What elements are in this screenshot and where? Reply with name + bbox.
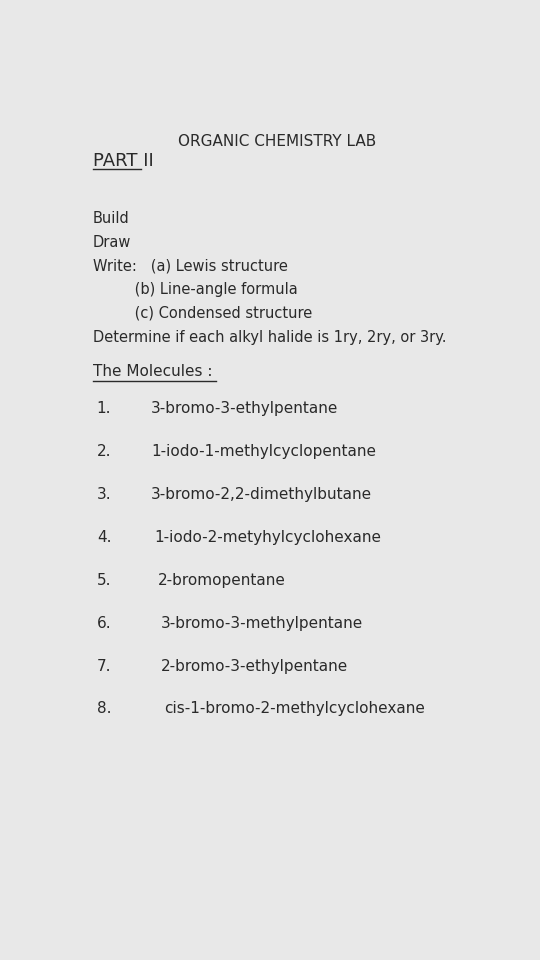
- Text: 5.: 5.: [97, 573, 111, 588]
- Text: 7.: 7.: [97, 659, 111, 674]
- Text: 6.: 6.: [97, 615, 111, 631]
- Text: Write:   (a) Lewis structure: Write: (a) Lewis structure: [93, 258, 287, 274]
- Text: 3-bromo-3-ethylpentane: 3-bromo-3-ethylpentane: [151, 401, 339, 417]
- Text: Build: Build: [93, 211, 130, 227]
- Text: 3-bromo-3-methylpentane: 3-bromo-3-methylpentane: [161, 615, 363, 631]
- Text: 1.: 1.: [97, 401, 111, 417]
- Text: 1-iodo-1-methylcyclopentane: 1-iodo-1-methylcyclopentane: [151, 444, 376, 459]
- Text: 4.: 4.: [97, 530, 111, 545]
- Text: cis-1-bromo-2-methylcyclohexane: cis-1-bromo-2-methylcyclohexane: [165, 702, 426, 716]
- Text: 2.: 2.: [97, 444, 111, 459]
- Text: 3.: 3.: [97, 487, 111, 502]
- Text: PART II: PART II: [93, 153, 153, 170]
- Text: 2-bromo-3-ethylpentane: 2-bromo-3-ethylpentane: [161, 659, 348, 674]
- Text: The Molecules :: The Molecules :: [93, 364, 212, 379]
- Text: Determine if each alkyl halide is 1ry, 2ry, or 3ry.: Determine if each alkyl halide is 1ry, 2…: [93, 329, 446, 345]
- Text: (b) Line-angle formula: (b) Line-angle formula: [93, 282, 298, 298]
- Text: ORGANIC CHEMISTRY LAB: ORGANIC CHEMISTRY LAB: [178, 133, 376, 149]
- Text: 3-bromo-2,2-dimethylbutane: 3-bromo-2,2-dimethylbutane: [151, 487, 372, 502]
- Text: 2-bromopentane: 2-bromopentane: [158, 573, 286, 588]
- Text: Draw: Draw: [93, 235, 131, 250]
- Text: 8.: 8.: [97, 702, 111, 716]
- Text: (c) Condensed structure: (c) Condensed structure: [93, 306, 312, 321]
- Text: 1-iodo-2-metyhylcyclohexane: 1-iodo-2-metyhylcyclohexane: [154, 530, 382, 545]
